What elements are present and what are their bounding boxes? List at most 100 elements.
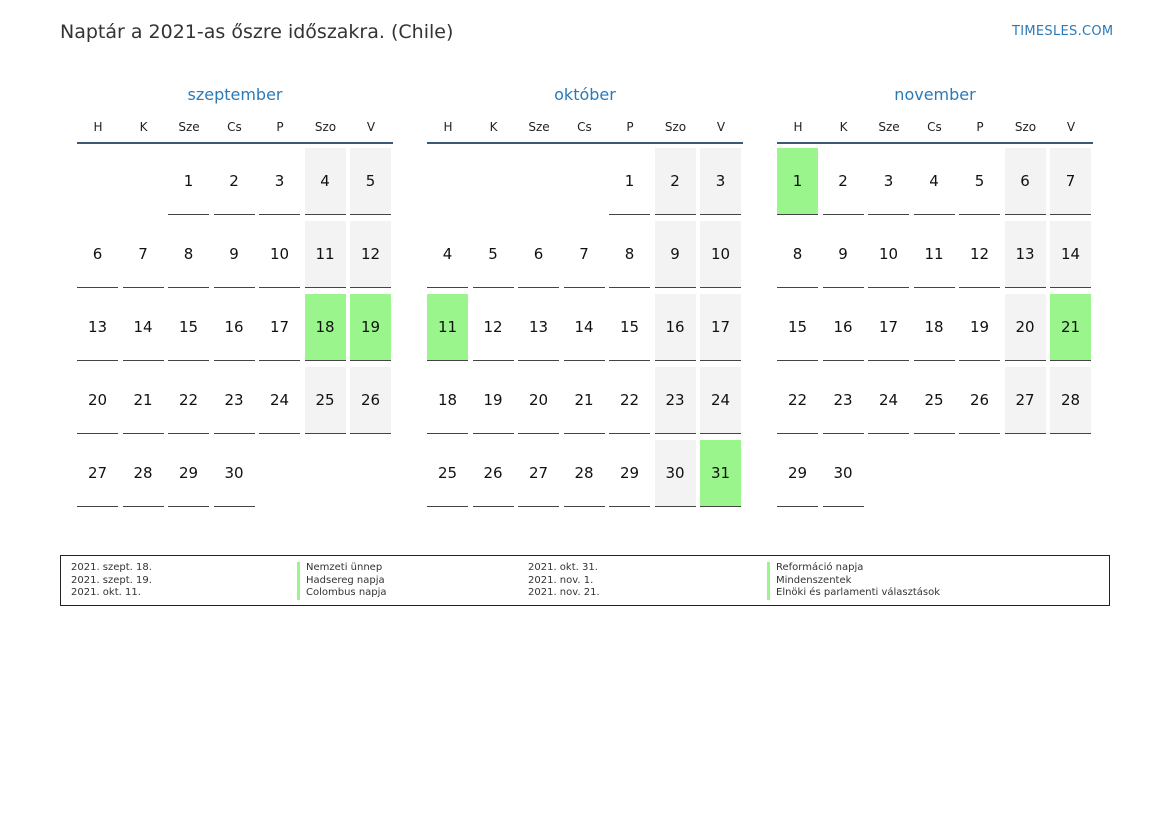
month-3: november H K Sze Cs P Szo V 1 2 3 4 5 6 7 8 9 10 11 12 13 14 1… [777,84,1093,507]
month-name: szeptember [187,85,283,104]
day-cell: 26 [959,367,1000,434]
day-cell: 13 [77,294,118,361]
day-cell: 12 [350,221,391,288]
weekday-header: H K Sze Cs P Szo V [777,120,1093,144]
day-cell: 10 [700,221,741,288]
day-cell: 25 [913,367,955,434]
day-cell: 26 [350,367,391,434]
day-cell: 19 [959,294,1000,361]
legend-holiday-name: Reformáció napja [767,562,863,575]
day-cell: 10 [259,221,300,288]
legend-holiday-name: Nemzeti ünnep [297,562,382,575]
day-cell: 14 [1050,221,1091,288]
month-2: október H K Sze Cs P Szo V 1 2 3 4 5 6 7 8 9 10 11 12 13 14 15… [427,84,743,507]
legend-date: 2021. szept. 19. [71,574,152,586]
day-cell: 30 [213,440,255,507]
day-cell: 1 [168,148,209,215]
day-cell: 16 [654,294,696,361]
day-cell: 3 [700,148,741,215]
day-cell: 29 [777,440,818,507]
day-cell: 3 [868,148,909,215]
holiday-legend: 2021. szept. 18. Nemzeti ünnep 2021. szept… [60,555,1110,606]
weekday-label: K [489,120,498,134]
day-cell: 4 [913,148,955,215]
day-cell: 27 [518,440,559,507]
holiday-day-cell: 18 [304,294,346,361]
day-cell: 22 [777,367,818,434]
weekday-label: P [626,120,634,134]
day-cell: 27 [1004,367,1046,434]
day-cell: 12 [472,294,514,361]
day-cell: 11 [913,221,955,288]
day-cell: 28 [563,440,605,507]
day-cell: 14 [122,294,164,361]
day-cell: 4 [427,221,468,288]
day-cell: 7 [563,221,605,288]
day-cell: 29 [609,440,650,507]
day-cell: 6 [518,221,559,288]
day-cell: 23 [213,367,255,434]
day-cell: 1 [609,148,650,215]
day-cell: 23 [654,367,696,434]
day-cell: 28 [1050,367,1091,434]
day-cell: 23 [822,367,864,434]
day-cell: 11 [304,221,346,288]
day-cell: 9 [822,221,864,288]
day-cell: 24 [868,367,909,434]
day-cell: 2 [654,148,696,215]
day-cell: 8 [777,221,818,288]
day-cell: 17 [868,294,909,361]
day-cell: 15 [777,294,818,361]
day-cell: 7 [1050,148,1091,215]
day-cell: 20 [518,367,559,434]
page-title: Naptár a 2021-as őszre időszakra. (Chile… [60,21,454,43]
legend-date: 2021. nov. 1. [528,574,594,586]
day-cell: 30 [822,440,864,507]
day-cell: 22 [609,367,650,434]
day-cell: 4 [304,148,346,215]
day-cell: 2 [822,148,864,215]
day-cell: 6 [1004,148,1046,215]
weekday-label: Sze [528,120,550,134]
day-cell: 14 [563,294,605,361]
legend-date: 2021. okt. 31. [528,562,598,573]
weekday-label: P [976,120,984,134]
weekday-label: K [139,120,148,134]
day-cell: 13 [518,294,559,361]
legend-holiday-name: Mindenszentek [767,574,851,587]
day-cell: 17 [259,294,300,361]
day-cell: 5 [959,148,1000,215]
day-cell: 26 [472,440,514,507]
day-cell: 29 [168,440,209,507]
brand-link[interactable]: TIMESLES.COM [1012,24,1114,39]
day-cell: 17 [700,294,741,361]
weekday-label: Szo [314,120,337,134]
holiday-day-cell: 19 [350,294,391,361]
legend-holiday-name: Hadsereg napja [297,574,385,587]
month-name: november [894,85,976,104]
weekday-label: Sze [878,120,900,134]
weekday-label: Szo [664,120,687,134]
day-cell: 16 [213,294,255,361]
day-cell: 8 [168,221,209,288]
holiday-day-cell: 11 [427,294,468,361]
holiday-day-cell: 1 [777,148,818,215]
weekday-label: Cs [227,120,242,134]
weekday-label: Cs [927,120,942,134]
weekday-header: H K Sze Cs P Szo V [427,120,743,144]
day-cell: 2 [213,148,255,215]
day-cell: 16 [822,294,864,361]
day-cell: 13 [1004,221,1046,288]
day-cell: 7 [122,221,164,288]
day-cell: 20 [1004,294,1046,361]
day-cell: 10 [868,221,909,288]
weekday-label: Szo [1014,120,1037,134]
day-cell: 5 [472,221,514,288]
day-cell: 18 [913,294,955,361]
holiday-day-cell: 31 [700,440,741,507]
weekday-label: Sze [178,120,200,134]
day-cell: 6 [77,221,118,288]
weekday-label: Cs [577,120,592,134]
weekday-label: H [443,120,453,134]
month-name: október [554,85,616,104]
